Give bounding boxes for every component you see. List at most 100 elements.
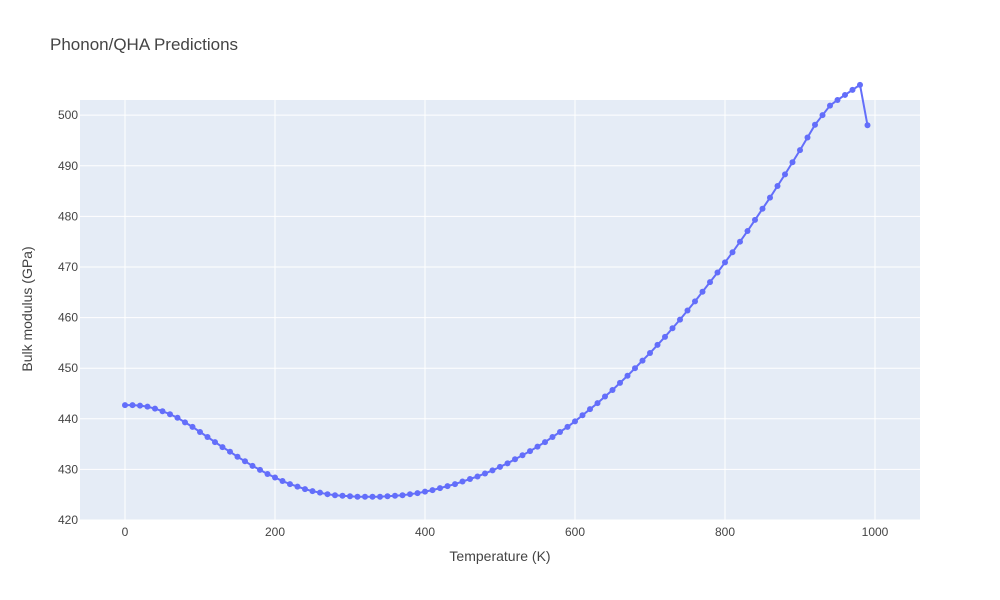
data-point — [264, 470, 271, 477]
data-point — [497, 463, 503, 470]
data-point — [549, 434, 556, 441]
data-point — [182, 419, 188, 426]
data-point — [669, 325, 676, 332]
data-point — [744, 228, 751, 235]
x-tick-label: 200 — [265, 525, 285, 539]
data-point — [534, 443, 541, 450]
y-tick-label: 430 — [58, 462, 78, 476]
data-point — [797, 147, 803, 154]
data-point — [459, 478, 466, 485]
data-point — [602, 393, 608, 400]
data-point — [714, 269, 721, 276]
y-tick-label: 460 — [58, 311, 78, 325]
data-point — [339, 492, 346, 499]
data-point — [767, 194, 773, 201]
data-point — [834, 97, 841, 103]
data-point — [632, 365, 638, 372]
data-point — [474, 473, 481, 480]
y-tick-label: 490 — [58, 159, 78, 173]
data-point — [407, 491, 413, 498]
data-point — [692, 298, 698, 305]
data-point — [144, 403, 151, 410]
x-tick-label: 400 — [415, 525, 435, 539]
data-point — [489, 467, 496, 474]
data-point — [662, 333, 668, 340]
data-point — [654, 341, 661, 348]
data-point — [189, 423, 196, 430]
data-point — [399, 492, 406, 499]
data-point — [572, 418, 578, 425]
data-point — [332, 492, 338, 499]
data-point — [197, 428, 203, 435]
data-point — [699, 288, 706, 295]
data-point — [347, 493, 353, 500]
data-point — [519, 452, 526, 459]
x-tick-label: 0 — [122, 525, 129, 539]
data-point — [287, 481, 293, 488]
data-point — [467, 476, 473, 483]
series-line — [125, 83, 869, 498]
data-point — [864, 122, 871, 129]
data-point — [722, 259, 728, 266]
data-point — [707, 279, 713, 286]
data-point — [677, 316, 683, 323]
data-point — [849, 86, 856, 93]
data-point — [542, 439, 548, 446]
data-point — [444, 483, 451, 490]
data-point — [369, 493, 376, 500]
data-point — [594, 400, 601, 407]
data-point — [137, 402, 143, 409]
data-point — [564, 423, 571, 430]
y-tick-label: 420 — [58, 513, 78, 527]
data-point — [309, 488, 316, 495]
data-point — [482, 470, 488, 477]
plot-area — [80, 100, 920, 520]
data-point — [827, 102, 833, 109]
data-point — [212, 439, 218, 446]
data-point — [737, 238, 743, 245]
data-point — [227, 448, 233, 455]
data-point — [362, 493, 368, 500]
data-point — [812, 121, 818, 128]
data-point — [324, 491, 331, 498]
data-point — [587, 406, 593, 413]
data-point — [167, 411, 173, 418]
data-point — [819, 112, 826, 119]
data-point — [219, 444, 226, 451]
data-point — [384, 493, 391, 500]
data-point — [759, 205, 766, 212]
data-point — [122, 402, 128, 409]
data-point — [317, 489, 323, 496]
data-point — [752, 216, 758, 223]
data-point — [152, 405, 158, 412]
data-point — [504, 460, 511, 467]
data-point — [624, 372, 631, 379]
data-point — [422, 488, 428, 495]
data-point — [437, 485, 443, 492]
data-point — [354, 493, 361, 500]
data-point — [129, 402, 136, 409]
y-tick-label: 480 — [58, 209, 78, 223]
y-tick-label: 500 — [58, 108, 78, 122]
data-point — [294, 483, 301, 490]
series-layer — [122, 81, 871, 500]
grid-lines — [80, 100, 920, 521]
data-point — [414, 490, 421, 497]
data-point — [392, 492, 398, 499]
axis-ticks: 0 200 400 600 800 1000 420 430 440 450 460 470 480 49… — [58, 108, 889, 539]
data-point — [617, 379, 623, 386]
data-point — [279, 478, 286, 485]
x-tick-label: 1000 — [862, 525, 889, 539]
data-point — [234, 453, 241, 460]
data-point — [789, 159, 796, 166]
chart-title: Phonon/QHA Predictions — [50, 35, 238, 54]
data-point — [272, 474, 278, 481]
data-point — [857, 81, 863, 88]
data-point — [204, 434, 211, 441]
y-tick-label: 470 — [58, 260, 78, 274]
data-point — [804, 134, 811, 141]
data-point — [557, 428, 563, 435]
data-point — [782, 171, 788, 178]
data-point — [512, 456, 518, 463]
